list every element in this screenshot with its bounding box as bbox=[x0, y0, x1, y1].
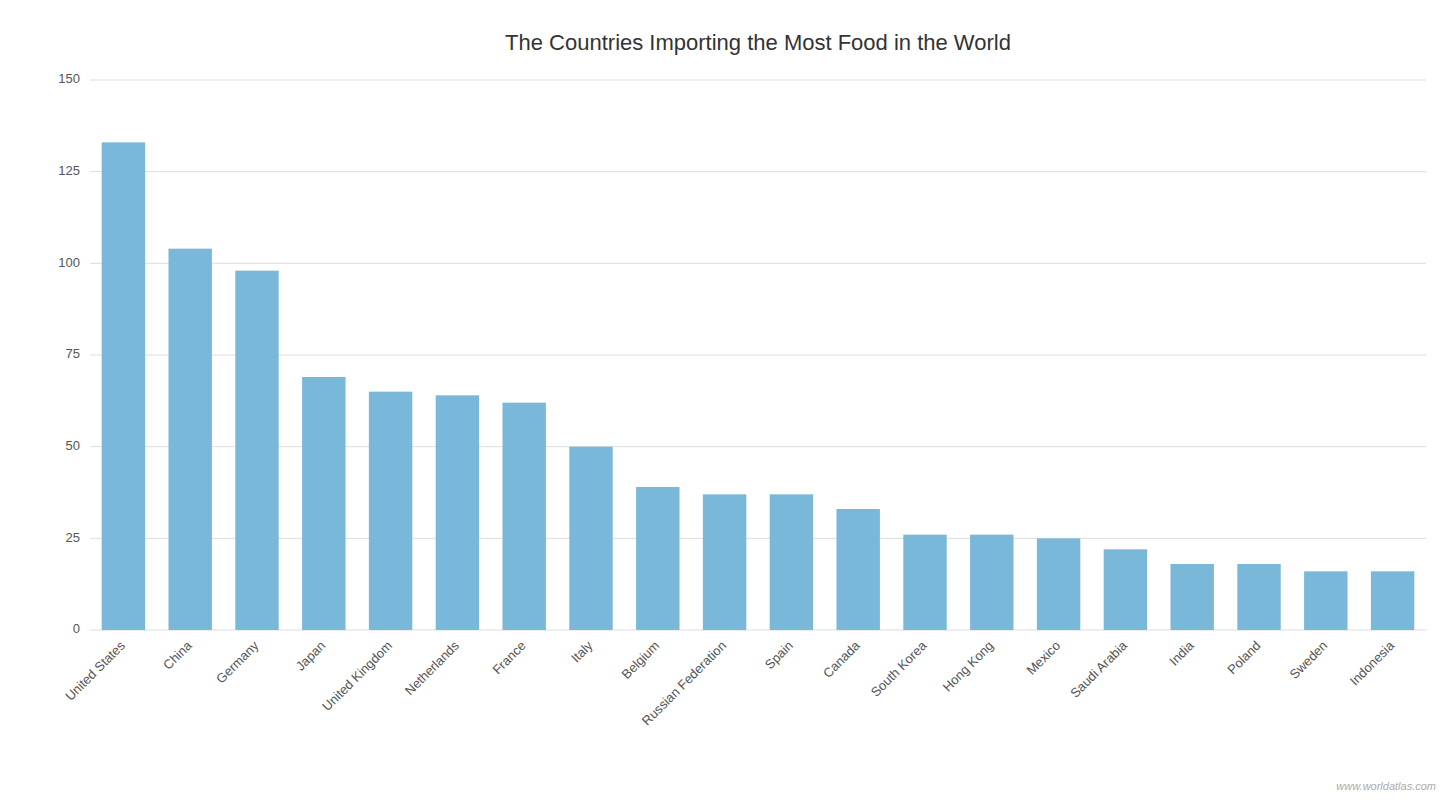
bar bbox=[235, 271, 278, 630]
grid-line bbox=[90, 355, 1426, 356]
x-tick-label: India bbox=[1166, 637, 1197, 668]
bar bbox=[970, 535, 1013, 630]
bar bbox=[636, 487, 679, 630]
title: The Countries Importing the Most Food in… bbox=[505, 30, 1011, 55]
grid-line bbox=[90, 446, 1426, 447]
chart: 0 25 50 75 100 125 150 United States China German… bbox=[0, 0, 1456, 800]
y-tick-label: 50 bbox=[66, 438, 80, 453]
x-tick-label: Netherlands bbox=[402, 638, 463, 699]
x-tick-label: Hong Kong bbox=[940, 638, 997, 695]
bar bbox=[770, 494, 813, 630]
x-tick-label: Sweden bbox=[1287, 638, 1331, 682]
bar bbox=[1304, 571, 1347, 630]
x-tick-label: Poland bbox=[1224, 638, 1263, 677]
y-tick-label: 75 bbox=[66, 346, 80, 361]
bar bbox=[1237, 564, 1280, 630]
bar bbox=[302, 377, 345, 630]
grid-line bbox=[90, 171, 1426, 172]
bar bbox=[903, 535, 946, 630]
x-tick-label: Russian Federation bbox=[639, 638, 729, 728]
y-tick-label: 0 bbox=[73, 621, 80, 636]
grid-line bbox=[90, 538, 1426, 539]
x-tick-label: France bbox=[490, 638, 529, 677]
bar bbox=[569, 447, 612, 630]
x-tick-label: United States bbox=[62, 638, 128, 704]
x-tick-label: Indonesia bbox=[1347, 637, 1398, 688]
grid-line bbox=[90, 80, 1426, 81]
bar bbox=[436, 395, 479, 630]
grid bbox=[90, 80, 1426, 630]
grid-line bbox=[90, 263, 1426, 264]
grid-line bbox=[90, 630, 1426, 631]
x-tick-label: China bbox=[160, 637, 195, 672]
x-tick-label: Belgium bbox=[619, 638, 663, 682]
bar bbox=[1170, 564, 1213, 630]
x-tick-label: Mexico bbox=[1023, 638, 1063, 678]
bar bbox=[1104, 549, 1147, 630]
y-tick-label: 150 bbox=[58, 71, 80, 86]
bar bbox=[168, 249, 211, 630]
y-axis: 0 25 50 75 100 125 150 bbox=[58, 71, 80, 636]
x-tick-label: Saudi Arabia bbox=[1067, 637, 1130, 700]
x-tick-label: South Korea bbox=[868, 637, 930, 699]
x-tick-label: Japan bbox=[293, 638, 329, 674]
bar bbox=[502, 403, 545, 630]
x-axis: United States China Germany JapanUnited Kin… bbox=[62, 637, 1398, 728]
watermark: www.worldatlas.com bbox=[1336, 780, 1436, 792]
bars bbox=[102, 142, 1415, 630]
y-tick-label: 125 bbox=[58, 163, 80, 178]
x-tick-label: Canada bbox=[820, 637, 863, 680]
x-tick-label: United Kingdom bbox=[319, 638, 395, 714]
y-tick-label: 100 bbox=[58, 255, 80, 270]
x-tick-label: Germany bbox=[213, 638, 262, 687]
x-tick-label: Italy bbox=[568, 638, 596, 666]
chart-container: 0 25 50 75 100 125 150 United States China German… bbox=[0, 0, 1456, 800]
bar bbox=[703, 494, 746, 630]
bar bbox=[369, 392, 412, 630]
y-tick-label: 25 bbox=[66, 530, 80, 545]
bar bbox=[836, 509, 879, 630]
bar bbox=[1037, 538, 1080, 630]
bar bbox=[102, 142, 145, 630]
x-tick-label: Spain bbox=[762, 638, 796, 672]
bar bbox=[1371, 571, 1414, 630]
